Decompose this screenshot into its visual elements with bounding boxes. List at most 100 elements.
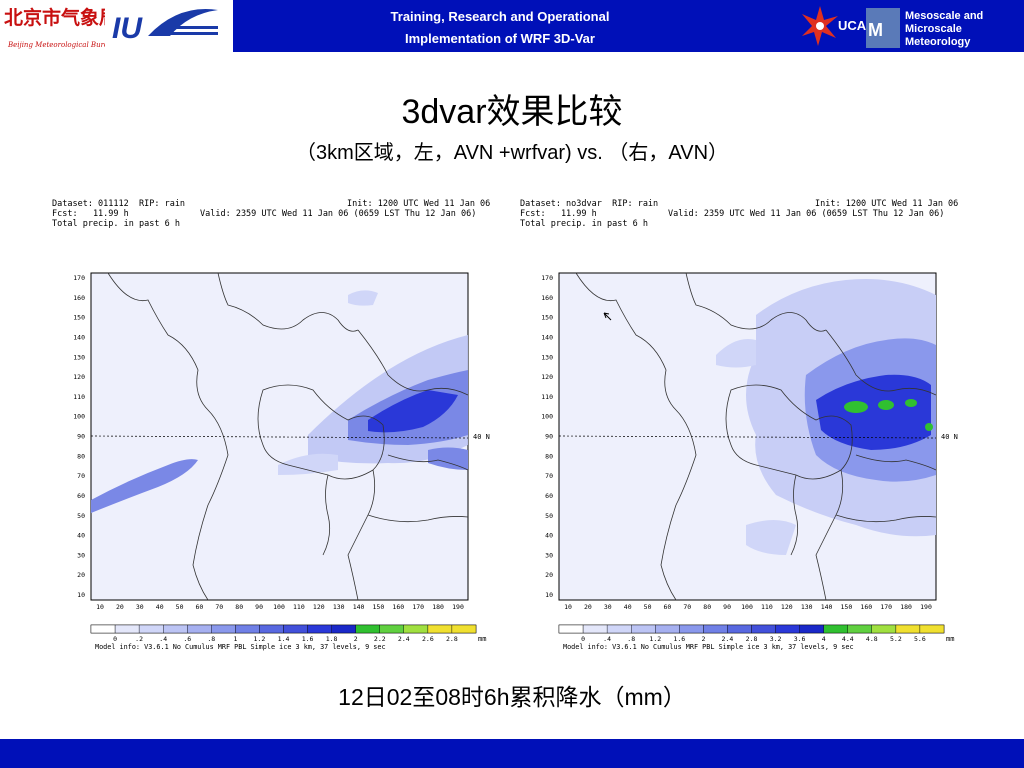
svg-text:M: M — [868, 20, 883, 40]
x-tick-label: 30 — [136, 603, 144, 611]
beijing-met-logo: 北京市气象局 Beijing Meteorological Bureau — [0, 0, 118, 52]
x-tick-label: 70 — [215, 603, 223, 611]
x-tick-label: 150 — [841, 603, 853, 611]
colorbar-label: 5.2 — [890, 635, 902, 643]
colorbar-label: 4.8 — [866, 635, 878, 643]
y-tick-label: 100 — [73, 413, 85, 421]
colorbar-cell — [799, 624, 824, 634]
colorbar-label: 3.2 — [770, 635, 782, 643]
y-tick-label: 50 — [545, 512, 553, 520]
x-tick-label: 70 — [683, 603, 691, 611]
x-tick-label: 90 — [723, 603, 731, 611]
right-dataset: Dataset: no3dvar RIP: rain — [520, 199, 659, 209]
y-tick-label: 20 — [545, 571, 553, 579]
right-map: 1701601501401301201101009080706050403020… — [541, 272, 958, 651]
right-rain-shading — [716, 279, 936, 555]
colorbar-cell — [823, 624, 849, 634]
colorbar-label: 0 — [113, 635, 117, 643]
colorbar-label: .8 — [627, 635, 635, 643]
x-tick-label: 50 — [644, 603, 652, 611]
header-line1: Training, Research and Operational — [390, 9, 610, 24]
colorbar-label: 2.6 — [422, 635, 434, 643]
colorbar-cell — [403, 624, 429, 634]
colorbar-label: 1 — [233, 635, 237, 643]
colorbar-cell — [847, 624, 873, 634]
right-precip-panel: Dataset: no3dvar RIP: rain Fcst: 11.99 h… — [516, 195, 986, 655]
x-tick-label: 10 — [564, 603, 572, 611]
colorbar-label: 2.4 — [722, 635, 734, 643]
y-tick-label: 140 — [541, 333, 553, 341]
y-tick-label: 30 — [545, 551, 553, 559]
y-tick-label: 150 — [541, 314, 553, 322]
colorbar-label: 2.8 — [746, 635, 758, 643]
colorbar-cell — [379, 624, 405, 634]
y-tick-label: 40 — [545, 532, 553, 540]
x-tick-label: 20 — [116, 603, 124, 611]
colorbar-cell — [775, 624, 800, 634]
colorbar-label: 1.4 — [278, 635, 290, 643]
iu-logo-text: IU — [112, 12, 143, 45]
y-tick-label: 80 — [77, 452, 85, 460]
y-tick-label: 150 — [73, 314, 85, 322]
x-tick-label: 80 — [235, 603, 243, 611]
colorbar-cell — [919, 624, 945, 634]
colorbar-cell — [114, 624, 140, 634]
colorbar-cell — [679, 624, 704, 634]
right-fcst: Fcst: 11.99 h — [520, 209, 597, 219]
left-precip-panel: Dataset: 011112 RIP: rain Fcst: 11.99 h … — [48, 195, 518, 655]
x-tick-label: 190 — [920, 603, 932, 611]
x-tick-label: 90 — [255, 603, 263, 611]
logo-en-text: Beijing Meteorological Bureau — [7, 41, 105, 49]
slide-caption: 12日02至08时6h累积降水（mm） — [338, 684, 686, 710]
colorbar-cell — [655, 624, 680, 634]
colorbar-label: 2 — [701, 635, 705, 643]
x-tick-label: 10 — [96, 603, 104, 611]
left-40n-line — [90, 435, 469, 439]
colorbar-label: .4 — [159, 635, 167, 643]
slide-header: 北京市气象局 Beijing Meteorological Bureau IU … — [0, 0, 1024, 52]
mmm-label: Mesoscale and Microscale Meteorology — [905, 10, 984, 48]
colorbar-label: 2 — [354, 635, 358, 643]
colorbar-label: .4 — [603, 635, 611, 643]
right-40n-line — [558, 435, 937, 439]
colorbar-cell — [283, 624, 308, 634]
colorbar-label: 2.2 — [374, 635, 386, 643]
y-tick-label: 110 — [541, 393, 553, 401]
y-tick-label: 60 — [77, 492, 85, 500]
x-tick-label: 50 — [176, 603, 184, 611]
left-fcst: Fcst: 11.99 h — [52, 209, 129, 219]
y-tick-label: 20 — [77, 571, 85, 579]
colorbar-cell — [558, 624, 584, 634]
colorbar-label: 5.6 — [914, 635, 926, 643]
colorbar-cell — [427, 624, 453, 634]
x-tick-label: 170 — [880, 603, 892, 611]
colorbar-label: .8 — [207, 635, 215, 643]
y-tick-label: 130 — [73, 353, 85, 361]
x-tick-label: 180 — [432, 603, 444, 611]
ucar-logo-graphic: UCAR M — [802, 6, 900, 48]
y-tick-label: 60 — [545, 492, 553, 500]
left-init: Init: 1200 UTC Wed 11 Jan 06 — [347, 199, 491, 209]
colorbar-cell — [895, 624, 921, 634]
colorbar-cell — [703, 624, 728, 634]
y-tick-label: 160 — [541, 294, 553, 302]
y-tick-label: 90 — [545, 433, 553, 441]
x-tick-label: 110 — [293, 603, 305, 611]
logo-cn-text: 北京市气象局 — [4, 6, 105, 29]
colorbar-cell — [162, 624, 188, 634]
colorbar-cell — [582, 624, 608, 634]
y-tick-label: 80 — [545, 452, 553, 460]
x-tick-label: 130 — [333, 603, 345, 611]
colorbar-cell — [307, 624, 332, 634]
x-tick-label: 80 — [703, 603, 711, 611]
iu-logo: IU — [108, 0, 233, 52]
x-tick-label: 30 — [604, 603, 612, 611]
x-tick-label: 100 — [273, 603, 285, 611]
right-unit: mm — [946, 635, 954, 643]
y-tick-label: 140 — [73, 333, 85, 341]
beijing-met-logo-graphic: 北京市气象局 Beijing Meteorological Bureau — [0, 0, 118, 52]
colorbar-cell — [871, 624, 897, 634]
x-tick-label: 60 — [195, 603, 203, 611]
y-tick-label: 170 — [73, 274, 85, 282]
colorbar-label: 1.6 — [302, 635, 314, 643]
